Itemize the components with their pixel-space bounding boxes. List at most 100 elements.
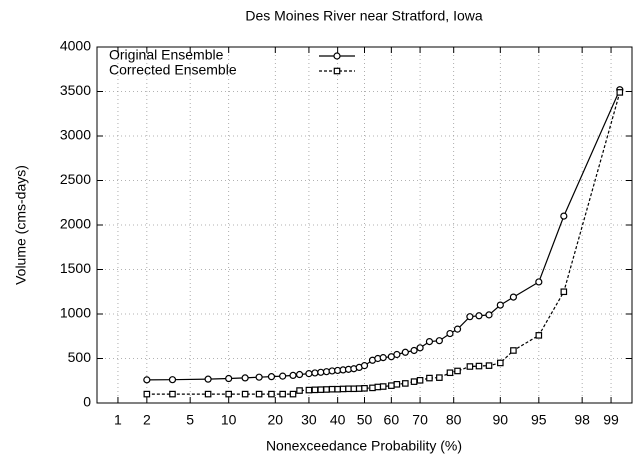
y-tick-label: 4000 [60,38,91,54]
marker [169,390,176,398]
marker [241,374,249,382]
legend-marker [333,67,341,75]
marker [268,390,275,398]
x-tick-label: 5 [186,412,194,428]
marker [339,385,347,393]
marker [323,386,330,393]
marker [255,373,263,381]
y-axis-label: Volume (cms-days) [13,165,29,285]
y-tick-label: 1500 [60,260,91,276]
marker [361,385,368,392]
marker [446,329,454,338]
marker [225,374,233,383]
x-tick-label: 10 [221,412,237,428]
marker [143,376,151,384]
marker [168,376,177,384]
x-tick-label: 30 [301,412,317,428]
marker [466,313,474,321]
y-tick-label: 3500 [60,82,91,98]
marker [267,373,276,381]
x-tick-label: 60 [384,412,400,428]
marker [369,384,376,392]
marker [311,386,319,394]
marker [466,363,474,370]
legend-label: Corrected Ensemble [109,62,237,78]
marker [379,383,387,390]
y-tick-label: 500 [68,349,92,365]
marker [388,382,395,389]
x-axis-label: Nonexceedance Probability (%) [266,438,462,454]
marker [416,344,424,352]
marker [475,312,483,320]
marker [305,370,313,378]
marker [289,371,297,380]
marker [535,278,543,286]
marker [296,387,303,394]
marker [410,346,418,355]
marker [402,380,409,387]
legend-marker [333,52,341,60]
marker [485,362,493,369]
x-tick-label: 20 [268,412,284,428]
marker [393,381,401,388]
marker [279,390,286,398]
marker [379,354,387,362]
x-tick-label: 95 [531,412,547,428]
marker [426,374,433,382]
marker [279,372,287,380]
marker [475,362,483,370]
marker [334,385,341,393]
marker [425,337,434,346]
x-tick-label: 40 [330,412,346,428]
marker [496,301,504,309]
marker [393,350,401,359]
marker [289,390,297,398]
marker [436,374,443,381]
x-tick-label: 1 [114,412,122,428]
legend-label: Original Ensemble [109,47,224,63]
marker [485,311,493,319]
marker [295,370,304,379]
marker [509,293,518,301]
marker [435,337,443,345]
plot-frame [96,46,633,404]
y-tick-label: 3000 [60,127,91,143]
marker [143,390,151,398]
marker [350,385,358,393]
x-tick-label: 50 [357,412,373,428]
marker [305,386,313,394]
marker [355,385,363,392]
marker [454,367,461,375]
marker [317,386,325,393]
x-tick-label: 80 [446,412,462,428]
marker [204,390,212,398]
marker [328,385,336,393]
marker [497,359,504,367]
x-tick-label: 2 [143,412,151,428]
marker [255,390,263,398]
marker [416,377,424,384]
marker [535,332,543,339]
marker [560,212,568,220]
marker [225,390,232,398]
marker [374,383,382,391]
x-tick-label: 98 [574,412,590,428]
y-tick-label: 0 [83,394,91,410]
marker [510,347,517,354]
marker [204,375,212,383]
x-tick-label: 90 [493,412,509,428]
y-tick-label: 2000 [60,216,91,232]
marker [345,385,352,393]
x-tick-label: 99 [603,412,619,428]
marker [311,369,319,377]
marker [360,362,369,370]
marker [616,89,624,96]
y-tick-label: 2500 [60,171,91,187]
marker [453,325,462,333]
marker [446,369,454,377]
chart-title: Des Moines River near Stratford, Iowa [245,8,483,24]
marker [241,390,249,398]
series-line [146,92,621,395]
marker [401,348,409,356]
marker [410,378,418,385]
